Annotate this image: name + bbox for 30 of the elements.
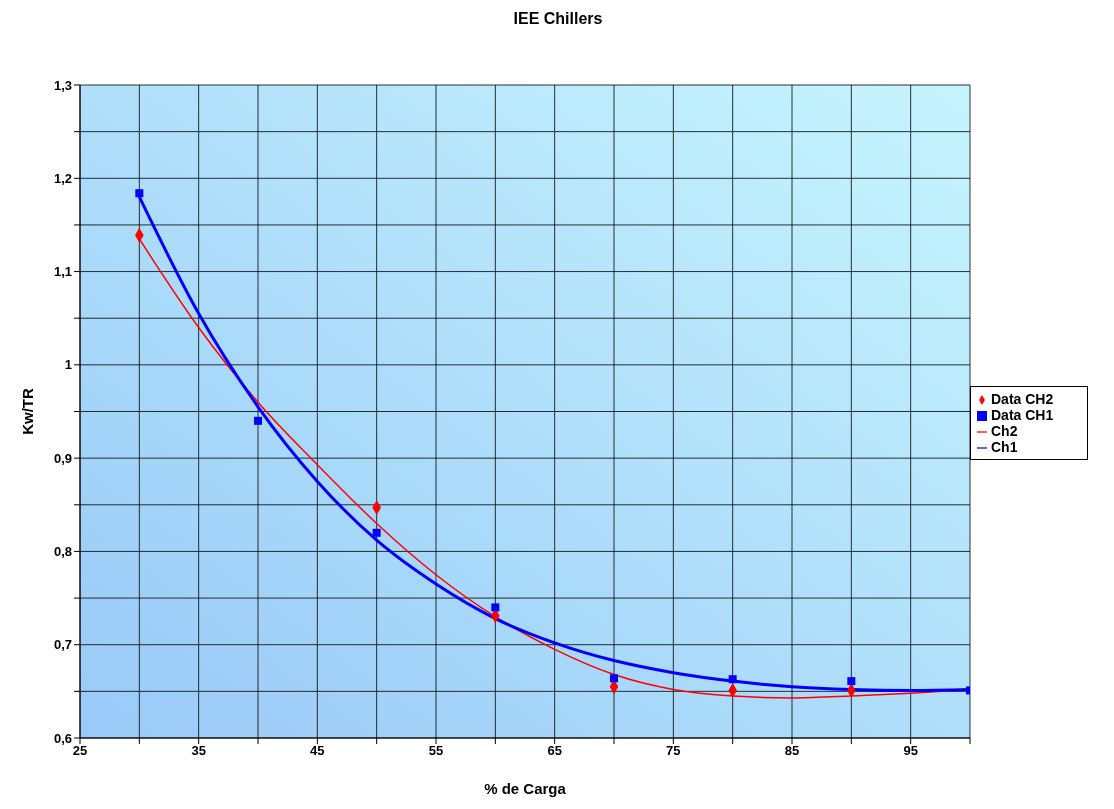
legend-label: Data CH1 bbox=[991, 407, 1054, 423]
y-tick-label: 0,9 bbox=[53, 450, 72, 466]
y-tick-label: 0,8 bbox=[53, 544, 72, 560]
y-tick-label: 1,1 bbox=[53, 264, 72, 280]
legend-label: Data CH2 bbox=[991, 391, 1054, 407]
x-axis-title: % de Carga bbox=[484, 780, 567, 797]
x-tick-label: 85 bbox=[784, 743, 800, 759]
point bbox=[728, 675, 737, 684]
point bbox=[372, 528, 381, 537]
point bbox=[610, 674, 618, 683]
x-tick-label: 55 bbox=[428, 743, 444, 759]
x-tick-label: 25 bbox=[72, 743, 88, 759]
chart-title: IEE Chillers bbox=[512, 9, 604, 29]
x-tick-label: 95 bbox=[903, 743, 918, 759]
point bbox=[135, 189, 144, 198]
y-tick-label: 1,2 bbox=[53, 170, 72, 186]
y-tick-label: 1 bbox=[64, 357, 72, 373]
x-tick-label: 35 bbox=[191, 743, 206, 759]
y-tick-label: 0,7 bbox=[53, 637, 72, 653]
y-tick-label: 0,6 bbox=[53, 730, 72, 746]
y-axis-title: Kw/TR bbox=[19, 388, 37, 435]
point bbox=[491, 603, 500, 612]
legend-label: Ch2 bbox=[991, 423, 1018, 439]
y-tick-label: 1,3 bbox=[53, 77, 72, 93]
x-tick-label: 75 bbox=[666, 743, 681, 759]
point bbox=[254, 416, 262, 425]
legend-label: Ch1 bbox=[991, 439, 1018, 455]
x-tick-label: 65 bbox=[547, 743, 562, 759]
x-tick-label: 45 bbox=[310, 743, 325, 759]
point bbox=[847, 677, 856, 686]
